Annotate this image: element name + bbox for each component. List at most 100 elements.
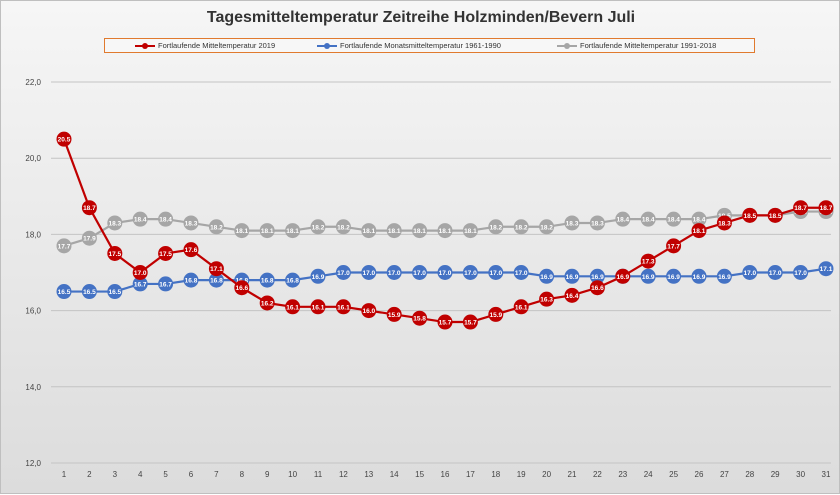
data-point: [488, 306, 504, 322]
data-label: 18.3: [566, 220, 579, 227]
data-label: 16.9: [540, 274, 553, 281]
data-label: 17.0: [743, 270, 756, 277]
data-label: 17.0: [134, 270, 147, 277]
data-point: [81, 230, 97, 246]
data-label: 17.0: [769, 270, 782, 277]
data-point: [335, 219, 351, 235]
data-point: [589, 268, 605, 284]
data-point: [691, 268, 707, 284]
data-label: 18.1: [362, 228, 375, 235]
data-point: [488, 219, 504, 235]
x-tick-label: 27: [720, 470, 729, 479]
data-label: 16.9: [566, 274, 579, 281]
data-point: [208, 261, 224, 277]
data-point: [310, 219, 326, 235]
x-tick-label: 11: [314, 470, 323, 479]
x-tick-label: 30: [796, 470, 805, 479]
data-label: 17.0: [388, 270, 401, 277]
data-label: 16.5: [108, 289, 121, 296]
data-label: 15.9: [489, 312, 502, 319]
data-point: [386, 223, 402, 239]
data-label: 18.4: [159, 217, 172, 224]
data-point: [462, 223, 478, 239]
data-point: [285, 223, 301, 239]
data-label: 16.8: [210, 278, 223, 285]
data-point: [666, 211, 682, 227]
data-label: 16.9: [642, 274, 655, 281]
data-label: 16.2: [261, 300, 274, 307]
data-label: 17.5: [159, 251, 172, 258]
x-tick-label: 3: [113, 470, 118, 479]
data-label: 18.4: [134, 217, 147, 224]
data-point: [564, 215, 580, 231]
data-point: [361, 265, 377, 280]
data-label: 17.0: [794, 270, 807, 277]
data-label: 18.7: [83, 205, 96, 212]
data-point: [56, 238, 72, 254]
data-label: 18.1: [464, 228, 477, 235]
data-point: [564, 287, 580, 303]
data-label: 16.9: [667, 274, 680, 281]
data-label: 16.9: [718, 274, 731, 281]
x-tick-label: 17: [466, 470, 475, 479]
x-tick-label: 9: [265, 470, 270, 479]
data-point: [107, 245, 123, 261]
data-label: 18.2: [489, 224, 502, 231]
data-point: [412, 310, 428, 326]
data-point: [107, 215, 123, 231]
data-point: [81, 284, 97, 300]
legend-marker-2019: [135, 42, 155, 50]
data-point: [640, 268, 656, 284]
data-label: 17.0: [464, 270, 477, 277]
data-label: 15.8: [413, 316, 426, 323]
data-point: [539, 268, 555, 284]
data-label: 17.7: [667, 243, 680, 250]
data-label: 18.1: [413, 228, 426, 235]
data-label: 16.9: [616, 274, 629, 281]
data-point: [158, 211, 174, 227]
x-tick-label: 10: [288, 470, 297, 479]
data-point: [183, 272, 199, 288]
data-point: [437, 265, 453, 280]
x-tick-label: 2: [87, 470, 92, 479]
y-tick-label: 16,0: [25, 307, 41, 316]
x-tick-label: 7: [214, 470, 219, 479]
data-point: [56, 284, 72, 300]
data-point: [716, 268, 732, 284]
data-label: 16.9: [693, 274, 706, 281]
data-label: 18.1: [693, 228, 706, 235]
data-point: [513, 219, 529, 235]
data-label: 17.1: [820, 266, 833, 273]
data-point: [589, 215, 605, 231]
data-point: [132, 276, 148, 292]
data-point: [158, 245, 174, 261]
data-point: [793, 200, 809, 216]
data-label: 16.8: [286, 278, 299, 285]
data-label: 17.6: [185, 247, 198, 254]
data-label: 18.3: [718, 220, 731, 227]
legend-item-1961-1990: Fortlaufende Monatsmitteltemperatur 1961…: [317, 41, 557, 50]
x-tick-label: 15: [415, 470, 424, 479]
data-point: [158, 276, 174, 292]
data-label: 18.1: [388, 228, 401, 235]
data-label: 18.4: [642, 217, 655, 224]
data-label: 18.5: [743, 213, 756, 220]
data-label: 16.9: [591, 274, 604, 281]
data-label: 17.0: [413, 270, 426, 277]
data-label: 17.0: [439, 270, 452, 277]
x-tick-label: 31: [822, 470, 831, 479]
data-point: [488, 265, 504, 280]
data-label: 16.5: [58, 289, 71, 296]
data-point: [564, 268, 580, 284]
data-point: [335, 299, 351, 315]
x-tick-label: 28: [745, 470, 754, 479]
data-point: [767, 265, 783, 280]
data-label: 16.1: [312, 304, 325, 311]
data-point: [691, 223, 707, 239]
x-tick-label: 4: [138, 470, 143, 479]
chart-title: Tagesmitteltemperatur Zeitreihe Holzmind…: [206, 9, 636, 26]
data-label: 16.1: [515, 304, 528, 311]
data-point: [234, 280, 250, 296]
data-point: [183, 215, 199, 231]
